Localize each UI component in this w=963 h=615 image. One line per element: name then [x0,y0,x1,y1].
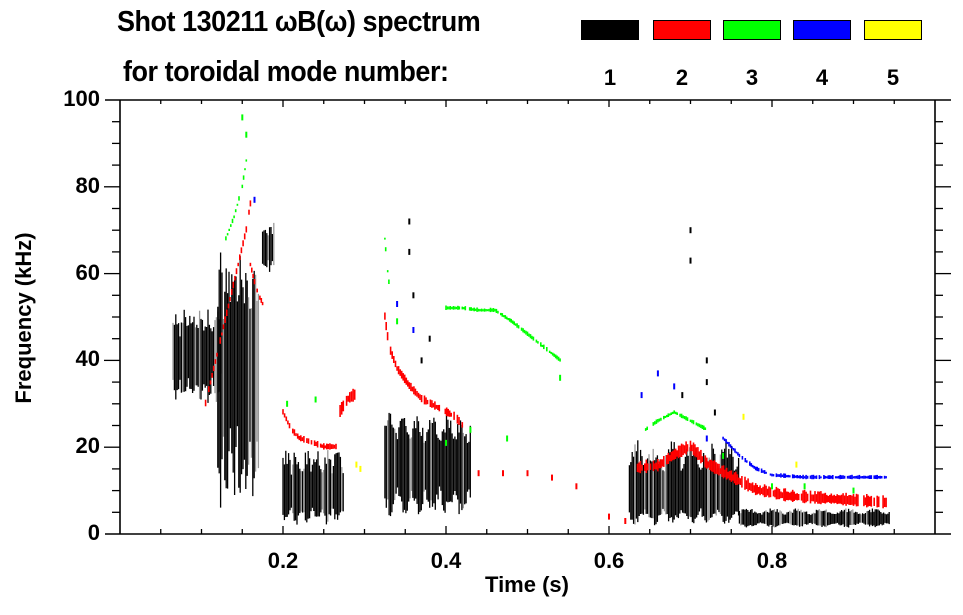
spectral-point [412,292,415,299]
spectral-point [771,483,773,490]
spectral-point [689,227,692,234]
spectral-point [502,470,504,477]
y-tick-label: 0 [87,520,100,545]
legend-swatch-mode-2 [653,20,711,40]
spectral-point [705,357,708,364]
spectral-point [420,357,423,364]
spectral-point [575,483,578,490]
chart-title-line2: for toroidal mode number: [123,56,449,88]
spectral-point [656,370,659,377]
spectral-point [722,452,725,459]
spectral-point [705,435,708,442]
x-axis-label: Time (s) [485,572,569,597]
spectral-point [705,379,708,386]
y-axis-label: Frequency (kHz) [11,232,36,404]
x-tick-label: 0.4 [430,548,462,573]
spectral-point [428,335,431,342]
spectral-point [286,400,289,407]
series-mode-2 [204,200,887,524]
spectral-point [559,374,562,381]
spectral-point [673,383,676,390]
legend-swatch-mode-1 [581,20,639,40]
spectral-point [506,435,509,442]
series-mode-4 [253,196,887,480]
plot-axes [104,99,951,535]
spectral-point [640,392,643,399]
x-tick-label: 0.8 [756,548,788,573]
spectral-point [795,461,798,468]
spectral-point [314,396,317,403]
chart-title-line1: Shot 130211 ωB(ω) spectrum [117,6,481,38]
legend-label-mode-3: 3 [745,65,759,90]
spectral-point [689,257,692,264]
spectral-point [526,470,529,477]
spectral-point [412,327,415,333]
legend-label-mode-4: 4 [815,65,829,90]
spectral-point [803,483,806,490]
legend-label-mode-1: 1 [603,65,617,90]
spectral-point [681,392,684,399]
spectral-marks [172,114,890,528]
series-mode-1 [172,218,890,528]
x-tick-label: 0.2 [267,548,299,573]
spectral-point [713,409,716,416]
y-tick-label: 60 [75,259,100,285]
series-mode-3 [225,114,855,494]
spectral-point [477,470,480,477]
spectral-point [359,465,362,472]
legend-label-mode-5: 5 [886,65,900,90]
spectral-point [469,426,472,433]
series-mode-5 [355,413,798,472]
spectral-point [445,439,447,446]
y-tick-label: 40 [75,346,100,372]
spectral-point [742,413,745,420]
spectral-point [624,518,627,524]
spectral-point [408,218,411,225]
spectral-point [551,474,553,481]
spectral-point [355,461,358,468]
y-tick-label: 20 [75,433,100,459]
legend-label-mode-2: 2 [675,65,689,90]
spectral-point [608,513,610,520]
spectral-point [396,301,399,307]
legend-swatch-mode-4 [793,20,851,40]
spectral-point [241,114,244,121]
legend-swatch-mode-3 [723,20,781,40]
legend-swatch-mode-5 [864,20,922,40]
x-tick-label: 0.6 [593,548,625,573]
spectral-point [253,196,256,203]
spectral-point [396,318,399,325]
y-tick-label: 100 [63,86,100,111]
spectral-point [852,487,855,494]
spectral-point [408,248,411,255]
y-tick-label: 80 [75,172,100,198]
spectral-point [245,131,248,138]
